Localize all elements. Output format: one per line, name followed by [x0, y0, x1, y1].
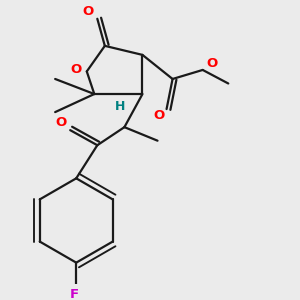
- Text: O: O: [56, 116, 67, 129]
- Text: O: O: [153, 109, 165, 122]
- Text: F: F: [70, 288, 79, 300]
- Text: O: O: [70, 63, 82, 76]
- Text: O: O: [206, 57, 217, 70]
- Text: H: H: [115, 100, 125, 112]
- Text: O: O: [83, 5, 94, 18]
